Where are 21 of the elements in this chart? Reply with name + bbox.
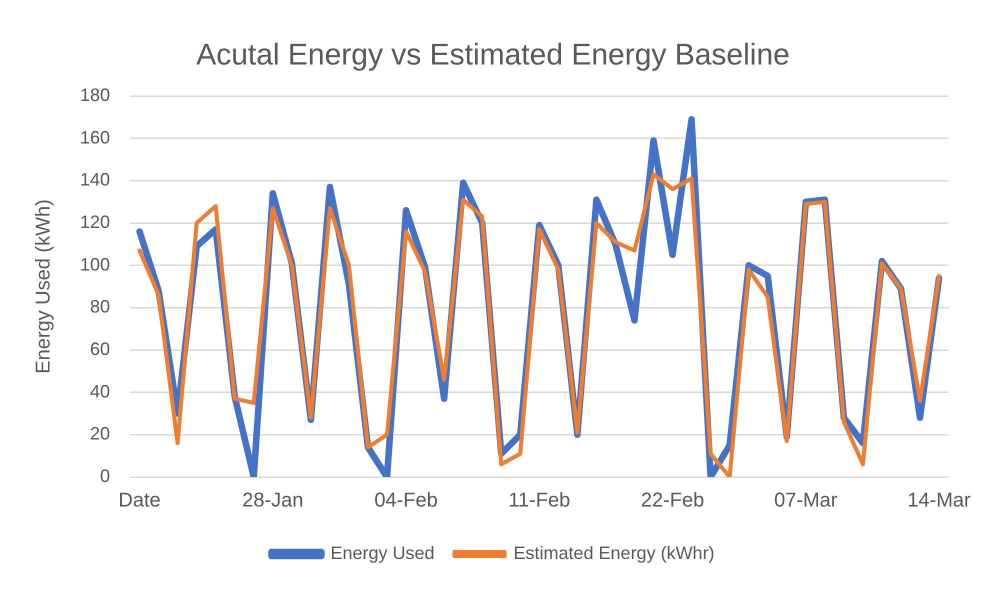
y-tick-label: 160	[80, 127, 110, 148]
x-tick-label: 28-Jan	[242, 490, 304, 512]
x-tick-label: 14-Mar	[907, 490, 972, 512]
y-tick-label: 100	[80, 254, 110, 274]
y-tick-label: 0	[100, 466, 110, 486]
y-axis-title: Energy Used (kWh)	[32, 199, 55, 374]
x-tick-label: 04-Feb	[374, 490, 438, 512]
x-tick-label: 11-Feb	[508, 490, 570, 512]
x-tick-label: 22-Feb	[640, 490, 704, 512]
y-tick-label: 60	[90, 338, 110, 359]
y-tick-label: 20	[90, 424, 110, 444]
x-tick-label: 07-Mar	[774, 490, 838, 512]
legend-label: Energy Used	[330, 542, 435, 563]
y-tick-label: 40	[90, 381, 110, 402]
legend-label: Estimated Energy (kWhr)	[514, 542, 715, 563]
chart-title: Acutal Energy vs Estimated Energy Baseline	[196, 38, 790, 72]
y-tick-label: 80	[90, 296, 110, 317]
y-tick-label: 180	[80, 84, 110, 105]
y-tick-label: 140	[80, 170, 110, 190]
x-tick-label: Date	[118, 490, 161, 512]
y-tick-label: 120	[80, 212, 110, 232]
